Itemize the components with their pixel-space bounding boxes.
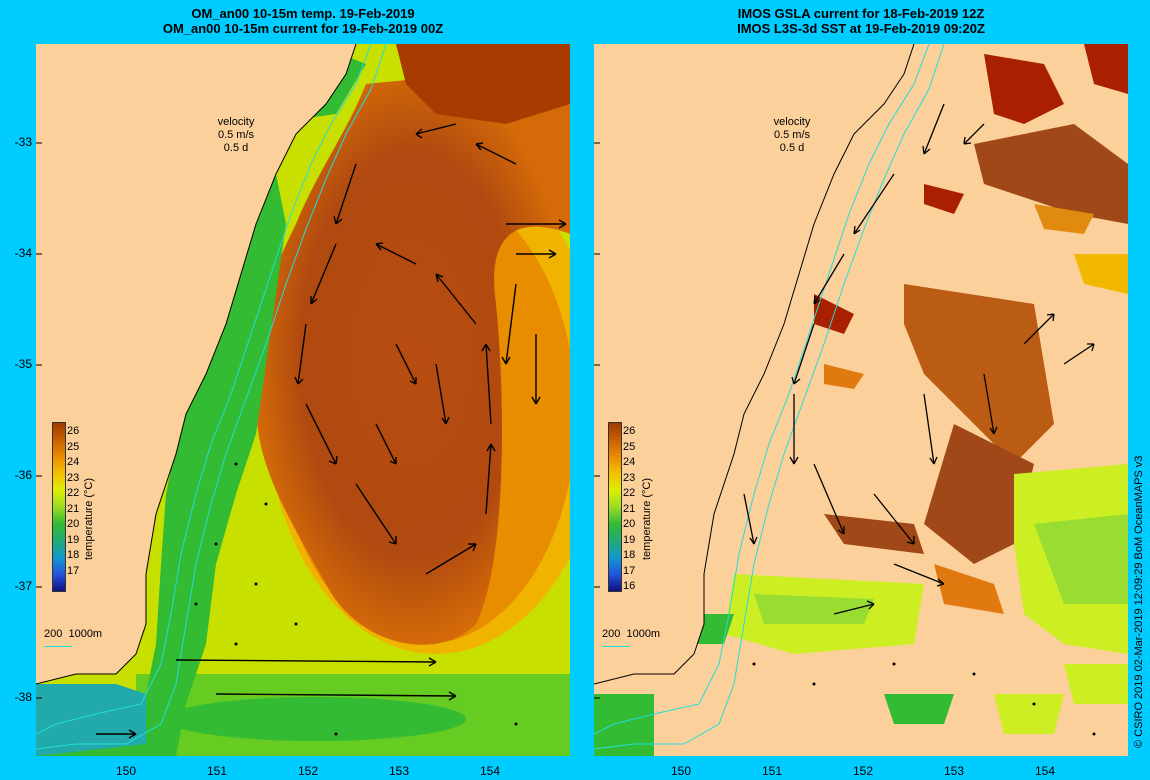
colorbar-tick-label: 19 (623, 533, 636, 546)
colorbar-tick-label: 21 (67, 502, 80, 515)
colorbar-tick-label: 18 (623, 549, 636, 561)
right-title: IMOS GSLA current for 18-Feb-2019 12Z IM… (594, 6, 1128, 36)
lat-grid-ticks (36, 142, 42, 699)
lon-tick: 151 (206, 764, 228, 778)
lon-tick: 154 (1034, 764, 1056, 778)
colorbar-tick-label: 16 (623, 580, 636, 592)
lat-tick: -35 (14, 357, 32, 371)
current-dots (194, 462, 518, 736)
coastline (594, 44, 915, 685)
left-isobath-legend: 200 1000m (44, 628, 103, 640)
current-vectors (743, 103, 1095, 615)
lat-tick: -36 (14, 468, 32, 482)
lon-tick: 152 (852, 764, 874, 778)
colorbar-tick-label: 18 (67, 549, 80, 561)
colorbar-tick-label: 25 (623, 440, 636, 453)
colorbar-tick-label: 23 (67, 471, 80, 484)
right-title-line2: IMOS L3S-3d SST at 19-Feb-2019 09:20Z (737, 21, 985, 36)
isobath-1000m (36, 44, 387, 750)
lat-tick: -38 (14, 690, 32, 704)
left-velocity-legend: velocity 0.5 m/s 0.5 d (206, 116, 266, 155)
land-mass (594, 44, 914, 684)
lon-tick: 153 (943, 764, 965, 778)
lat-tick: -33 (14, 135, 32, 149)
right-colorbar (608, 422, 622, 592)
right-map-panel[interactable] (594, 44, 1128, 756)
colorbar-tick-label: 22 (623, 487, 636, 499)
colorbar-tick-label: 25 (67, 440, 80, 453)
right-velocity-legend: velocity 0.5 m/s 0.5 d (762, 116, 822, 155)
lat-grid-ticks (594, 142, 600, 699)
colorbar-tick-label: 26 (67, 425, 80, 437)
colorbar-tick-label: 26 (623, 425, 636, 437)
lon-tick: 152 (297, 764, 319, 778)
isobath-1000m (594, 44, 945, 750)
colorbar-tick-label: 24 (67, 456, 80, 468)
right-title-line1: IMOS GSLA current for 18-Feb-2019 12Z (737, 6, 985, 21)
isobath-200m (36, 44, 372, 735)
left-velocity-label: velocity (217, 116, 255, 128)
lon-tick: 153 (388, 764, 410, 778)
colorbar-tick-label: 19 (67, 533, 80, 546)
current-dots (752, 662, 1096, 736)
lon-tick: 154 (479, 764, 501, 778)
lat-tick: -34 (14, 246, 32, 260)
left-isobath-legend-line (44, 646, 72, 647)
lon-tick: 150 (670, 764, 692, 778)
shelf-cyan-water (36, 684, 146, 756)
colorbar-tick-label: 17 (67, 564, 80, 577)
right-isobath-legend: 200 1000m (602, 628, 661, 640)
left-colorbar-title: temperature (°C) (83, 477, 95, 560)
warm-north-tongue (396, 44, 570, 124)
colorbar-tick-label: 20 (67, 518, 80, 530)
sst-cool-patches (594, 464, 1128, 756)
right-velocity-speed: 0.5 m/s (773, 129, 811, 141)
right-colorbar-title: temperature (°C) (641, 477, 653, 560)
sst-warm-patches (814, 44, 1128, 614)
left-colorbar (52, 422, 66, 592)
warm-core-eddy (253, 64, 570, 645)
land-mass (36, 44, 356, 684)
southern-green-patch (166, 697, 466, 741)
coastline (36, 44, 357, 685)
left-title-line2: OM_an00 10-15m current for 19-Feb-2019 0… (162, 21, 444, 36)
lon-tick: 151 (761, 764, 783, 778)
right-isobath-legend-line (602, 646, 630, 647)
left-velocity-speed: 0.5 m/s (217, 129, 255, 141)
left-map-panel[interactable] (36, 44, 570, 756)
colorbar-tick-label: 21 (623, 502, 636, 515)
left-title-line1: OM_an00 10-15m temp. 19-Feb-2019 (191, 6, 415, 21)
isobath-200m (594, 44, 930, 735)
credit-text: © CSIRO 2019 02-Mar-2019 12:09:29 BoM Oc… (1133, 455, 1145, 748)
right-velocity-label: velocity (773, 116, 811, 128)
left-title: OM_an00 10-15m temp. 19-Feb-2019 OM_an00… (36, 6, 570, 36)
colorbar-tick-label: 23 (623, 471, 636, 484)
lat-tick: -37 (14, 579, 32, 593)
colorbar-tick-label: 20 (623, 518, 636, 530)
left-velocity-time: 0.5 d (223, 142, 249, 154)
lon-tick: 150 (115, 764, 137, 778)
colorbar-tick-label: 24 (623, 456, 636, 468)
right-map (594, 44, 1128, 756)
current-vectors (96, 123, 567, 739)
colorbar-tick-label: 22 (67, 487, 80, 499)
right-velocity-time: 0.5 d (779, 142, 805, 154)
colorbar-tick-label: 17 (623, 564, 636, 577)
left-map (36, 44, 570, 756)
shelf-green-strip (36, 54, 366, 756)
